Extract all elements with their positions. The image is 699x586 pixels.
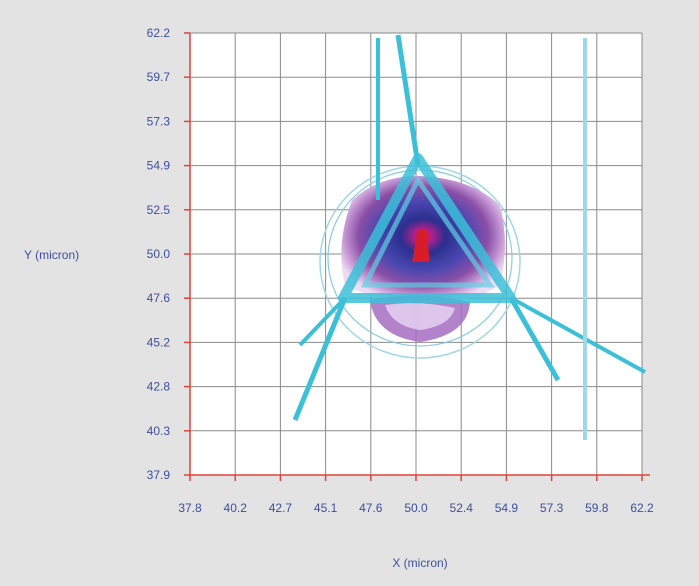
y-tick-label: 40.3: [147, 424, 171, 438]
y-tick-label: 50.0: [147, 247, 171, 261]
y-tick-label: 52.5: [147, 203, 171, 217]
x-tick-label: 50.0: [404, 501, 428, 515]
x-axis-title: X (micron): [392, 556, 447, 570]
x-tick-label: 37.8: [178, 501, 202, 515]
lower-lobe-inner: [385, 303, 455, 330]
x-tick-label: 52.4: [450, 501, 474, 515]
y-tick-label: 59.7: [147, 70, 171, 84]
peak-marker: [412, 230, 430, 262]
axes: [184, 32, 650, 481]
streak-right-long: [510, 296, 646, 374]
x-tick-label: 59.8: [585, 501, 609, 515]
y-tick-label: 62.2: [147, 26, 171, 40]
streak-lower-right: [508, 296, 561, 382]
y-tick-label: 42.8: [147, 380, 171, 394]
x-tick-label: 42.7: [269, 501, 293, 515]
streak-upper-diagonal: [395, 34, 421, 166]
x-tick-label: 45.1: [314, 501, 338, 515]
streak-left-branch: [298, 296, 347, 347]
streak-lower-left: [292, 297, 348, 421]
y-tick-label: 54.9: [147, 159, 171, 173]
triangle-band-inner: [360, 175, 495, 288]
x-tick-label: 57.3: [540, 501, 564, 515]
y-tick-labels: 62.2 59.7 57.3 54.9 52.5 50.0 47.6 45.2 42.8 40.3…: [147, 26, 171, 482]
y-tick-label: 45.2: [147, 335, 171, 349]
x-tick-label: 40.2: [224, 501, 248, 515]
y-axis-title: Y (micron): [24, 248, 79, 262]
y-tick-label: 37.9: [147, 468, 171, 482]
x-tick-label: 47.6: [359, 501, 383, 515]
x-tick-label: 62.2: [630, 501, 654, 515]
triangle-band: [338, 153, 516, 303]
y-tick-label: 57.3: [147, 114, 171, 128]
x-tick-label: 54.9: [495, 501, 519, 515]
intensity-feature: [292, 34, 646, 440]
x-tick-labels: 37.8 40.2 42.7 45.1 47.6 50.0 52.4 54.9 57.3 59.8…: [178, 501, 654, 515]
y-tick-label: 47.6: [147, 291, 171, 305]
